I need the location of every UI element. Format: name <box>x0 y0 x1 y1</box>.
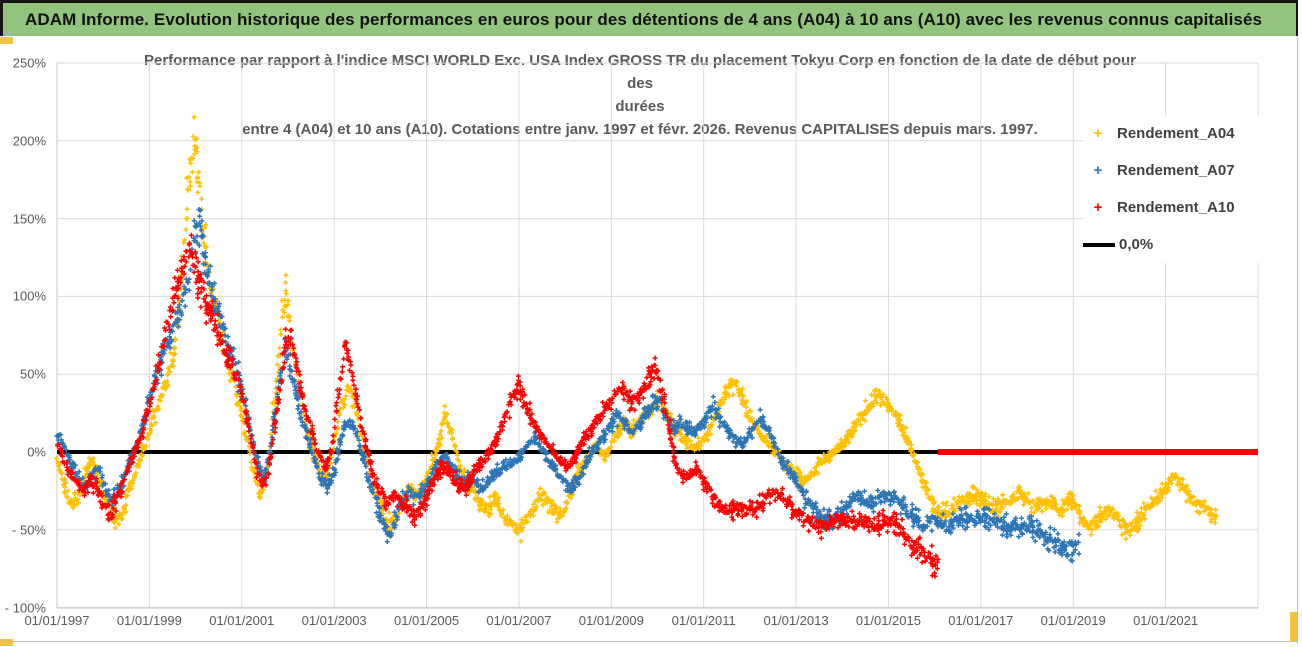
legend-label: Rendement_A10 <box>1117 199 1235 216</box>
y-tick-label: - 50% <box>12 522 46 538</box>
x-tick-label: 01/01/1997 <box>24 613 90 628</box>
x-tick-label: 01/01/2011 <box>671 613 736 628</box>
x-tick-label: 01/01/2005 <box>393 613 460 628</box>
banner-title: ADAM Informe. Evolution historique des p… <box>25 9 1263 29</box>
x-tick-label: 01/01/2013 <box>763 613 829 628</box>
legend-item-rendement-a07[interactable]: + Rendement_A07 <box>1083 152 1273 189</box>
x-tick-label: 01/01/2015 <box>855 613 921 628</box>
y-tick-label: - 100% <box>4 600 46 616</box>
legend: + Rendement_A04 + Rendement_A07 + Rendem… <box>1083 115 1273 263</box>
chart-title-line-3: entre 4 (A04) et 10 ans (A10). Cotations… <box>242 121 1038 138</box>
scatter-series-rendement_a07[interactable] <box>54 207 1082 564</box>
legend-item-zero-line[interactable]: 0,0% <box>1083 226 1273 263</box>
legend-label: Rendement_A04 <box>1117 125 1235 142</box>
plus-marker-icon: + <box>1093 125 1103 142</box>
yellow-accent-top-left <box>0 37 13 44</box>
x-tick-label: 01/01/2007 <box>486 613 552 628</box>
x-tick-label: 01/01/2017 <box>948 613 1014 628</box>
banner: ADAM Informe. Evolution historique des p… <box>0 0 1298 36</box>
legend-label: 0,0% <box>1119 236 1154 253</box>
plus-marker-icon: + <box>1093 162 1103 179</box>
yellow-accent-bottom-left <box>0 639 13 646</box>
chart-title-line-2: durées <box>615 98 665 115</box>
scatter-series-rendement_a04[interactable] <box>53 114 1219 544</box>
y-tick-label: 100% <box>12 288 46 304</box>
y-tick-label: 150% <box>12 211 46 227</box>
chart-frame-bottom-border <box>0 641 1298 642</box>
x-tick-label: 01/01/2003 <box>301 613 367 628</box>
legend-item-rendement-a10[interactable]: + Rendement_A10 <box>1083 189 1273 226</box>
yellow-accent-bottom-right <box>1290 612 1297 642</box>
zero-line-icon <box>1083 242 1115 247</box>
x-tick-label: 01/01/2021 <box>1133 613 1199 628</box>
plus-marker-icon: + <box>1093 199 1103 216</box>
y-tick-label: 250% <box>12 55 46 71</box>
legend-item-rendement-a04[interactable]: + Rendement_A04 <box>1083 115 1273 152</box>
y-tick-label: 0% <box>27 444 46 460</box>
y-tick-label: 50% <box>19 366 46 382</box>
scatter-series-rendement_a10[interactable] <box>55 232 941 579</box>
y-tick-label: 200% <box>12 133 46 149</box>
legend-label: Rendement_A07 <box>1117 162 1235 179</box>
chart-frame-right-border <box>1297 38 1298 644</box>
x-tick-label: 01/01/2009 <box>578 613 644 628</box>
x-tick-label: 01/01/2001 <box>209 613 275 628</box>
x-tick-label: 01/01/1999 <box>116 613 182 628</box>
x-tick-label: 01/01/2019 <box>1040 613 1106 628</box>
